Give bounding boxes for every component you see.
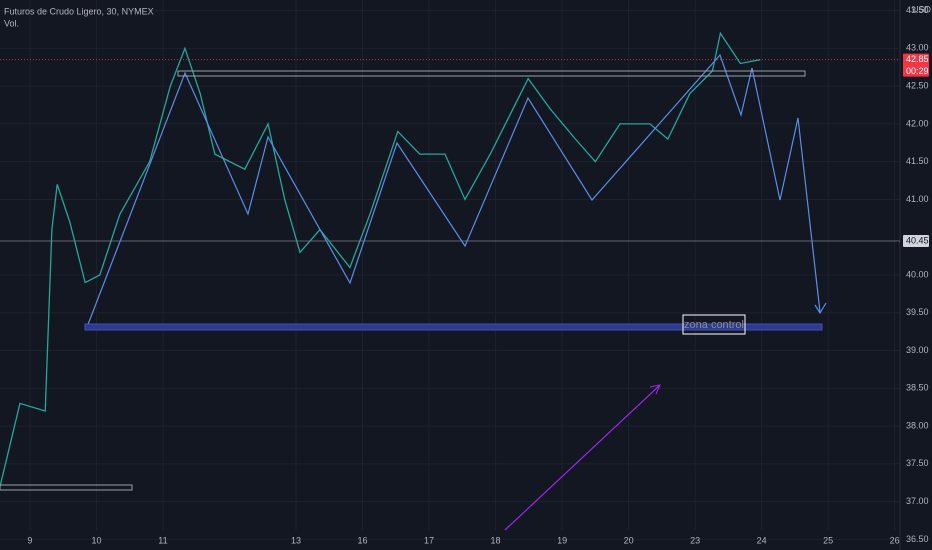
annotation-box — [682, 314, 746, 335]
x-tick-label: 20 — [624, 535, 634, 545]
x-tick-label: 25 — [823, 535, 833, 545]
y-tick-label: 39.50 — [906, 307, 929, 317]
y-tick-label: 41.50 — [906, 156, 929, 166]
drawings — [86, 53, 827, 328]
y-tick-label: 42.50 — [906, 81, 929, 91]
resistance-zone — [177, 70, 806, 77]
y-tick-label: 41.00 — [906, 194, 929, 204]
arrow-head — [649, 384, 661, 395]
x-tick-label: 19 — [557, 535, 567, 545]
last-price-label: 42.85 — [906, 54, 929, 64]
currency: USD — [912, 4, 932, 14]
support-zone — [84, 323, 823, 331]
price-series — [0, 31, 761, 487]
y-tick-label: 40.00 — [906, 269, 929, 279]
x-tick-label: 17 — [424, 535, 434, 545]
last-price-tag — [903, 53, 929, 77]
y-tick-label: 43.00 — [906, 43, 929, 53]
x-tick-label: 24 — [757, 535, 767, 545]
x-tick-label: 13 — [291, 535, 301, 545]
marked-price-label: 40.45 — [906, 235, 929, 245]
y-tick-label: 36.50 — [906, 534, 929, 544]
x-tick-label: 11 — [158, 535, 167, 545]
x-tick-label: 16 — [358, 535, 368, 545]
y-tick-label: 37.50 — [906, 458, 929, 468]
y-tick-label: 42.00 — [906, 118, 929, 128]
trend-arrow — [504, 384, 661, 531]
marked-price-tag — [903, 235, 929, 248]
x-tick-label: 10 — [91, 535, 101, 545]
y-tick-label: 38.50 — [906, 383, 929, 393]
subtitle: Vol. — [4, 18, 19, 28]
chart-title: Futuros de Crudo Ligero, 30, NYMEX — [4, 6, 154, 16]
x-tick-label: 26 — [890, 535, 900, 545]
y-tick-label: 37.00 — [906, 496, 929, 506]
arrow-head — [814, 302, 827, 315]
y-tick-label: 43.50 — [906, 5, 929, 15]
price-line — [0, 31, 761, 487]
y-tick-label: 38.00 — [906, 420, 929, 430]
y-tick-label: 39.00 — [906, 345, 929, 355]
x-tick-label: 18 — [491, 535, 501, 545]
zigzag — [86, 53, 821, 328]
x-tick-label: 9 — [27, 535, 32, 545]
annotation: zona control — [684, 319, 744, 331]
box — [0, 484, 133, 491]
grid — [0, 0, 900, 540]
x-tick-label: 23 — [690, 535, 700, 545]
countdown-label: 00:29 — [906, 66, 929, 76]
